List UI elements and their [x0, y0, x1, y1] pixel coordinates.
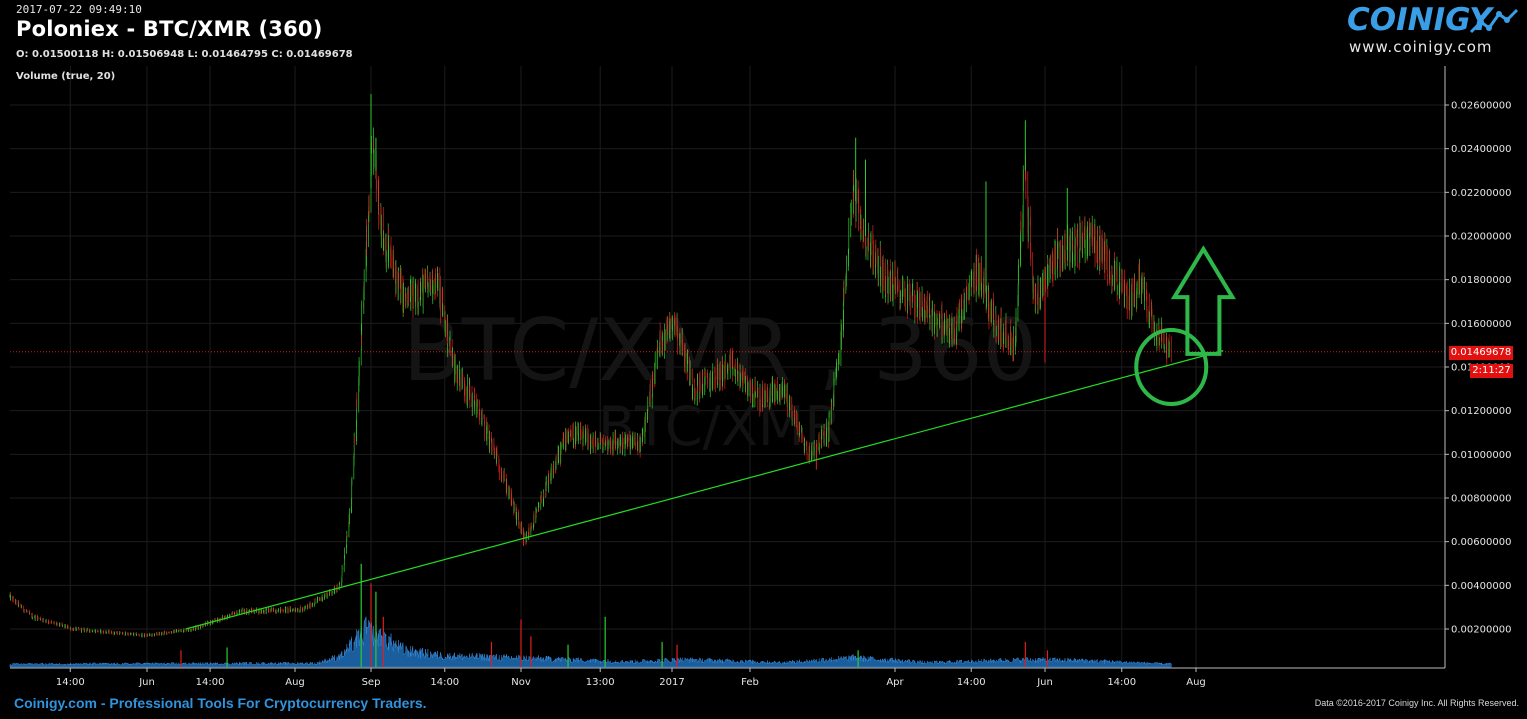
y-tick-label: 0.01600000: [1451, 319, 1511, 330]
x-tick-label: 2017: [659, 677, 684, 688]
annotation-circle: [1134, 328, 1209, 406]
annotation-up-arrow: [1170, 245, 1236, 356]
logo-brand-text: COINIGY: [1347, 2, 1492, 38]
y-tick-label: 0.02000000: [1451, 232, 1511, 243]
trendline: [185, 350, 1224, 630]
volume-indicator-label[interactable]: Volume (true, 20): [16, 71, 116, 82]
y-tick-label: 0.00200000: [1451, 625, 1511, 636]
y-tick-label: 0.02200000: [1451, 188, 1511, 199]
x-tick-label: Sep: [362, 677, 381, 688]
x-tick-label: Apr: [886, 677, 904, 688]
logo-chart-icon: [1469, 8, 1519, 34]
y-tick-label: 0.00800000: [1451, 494, 1511, 505]
x-tick-label: Jun: [138, 677, 155, 688]
volume-area: [9, 616, 1172, 668]
x-tick-label: 14:00: [196, 677, 225, 688]
candle-countdown-label: 2:11:27: [1470, 364, 1513, 378]
x-tick-label: Aug: [1186, 677, 1206, 688]
y-tick-label: 0.00400000: [1451, 581, 1511, 592]
x-tick-label: 14:00: [56, 677, 85, 688]
y-tick-label: 0.01200000: [1451, 406, 1511, 417]
ohlc-readout: O: 0.01500118 H: 0.01506948 L: 0.0146479…: [16, 49, 353, 60]
y-tick-label: 0.00600000: [1451, 537, 1511, 548]
volume-series: [9, 563, 1172, 668]
y-tick-label: 0.01800000: [1451, 275, 1511, 286]
x-tick-label: Jun: [1036, 677, 1053, 688]
logo-url-text: www.coinigy.com: [1349, 38, 1493, 56]
x-tick-label: 14:00: [957, 677, 986, 688]
chart-datetime: 2017-07-22 09:49:10: [16, 3, 142, 16]
y-tick-label: 0.02400000: [1451, 144, 1511, 155]
x-tick-label: 13:00: [586, 677, 615, 688]
x-tick-label: 14:00: [430, 677, 459, 688]
x-tick-label: Feb: [741, 677, 759, 688]
coinigy-logo[interactable]: COINIGY www.coinigy.com: [1339, 2, 1519, 60]
x-tick-label: Aug: [285, 677, 305, 688]
annotation-layer: [10, 245, 1445, 630]
x-axis: 14:00 Jun 14:00 Aug Sep 14:00 Nov 13:00 2017 Feb A…: [10, 667, 1445, 688]
watermark-sub: BTC/XMR: [598, 395, 842, 458]
candle-series: [9, 94, 1172, 638]
y-tick-label: 0.01000000: [1451, 450, 1511, 461]
chart-title: Poloniex - BTC/XMR (360): [16, 17, 323, 41]
y-tick-label: 0.02600000: [1451, 101, 1511, 112]
chart-grid: [10, 66, 1445, 668]
x-tick-label: 14:00: [1107, 677, 1136, 688]
footer-copyright: Data ©2016-2017 Coinigy Inc. All Rights …: [1314, 698, 1519, 708]
x-tick-label: Nov: [511, 677, 531, 688]
current-price-label: 0.01469678: [1449, 346, 1513, 360]
footer-tagline-link[interactable]: Coinigy.com - Professional Tools For Cry…: [14, 695, 427, 711]
